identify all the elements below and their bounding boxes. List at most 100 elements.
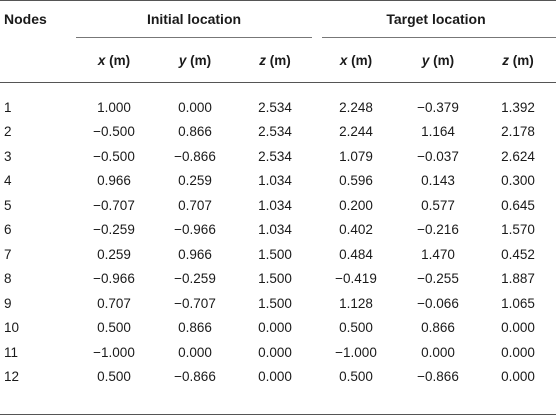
cell-initial-y: −0.866 — [174, 148, 216, 164]
cell-target-x: 0.402 — [339, 222, 373, 238]
table-row: 5 −0.707 0.707 1.034 0.200 0.577 0.645 — [0, 193, 556, 218]
cell-initial-z: 2.534 — [258, 99, 292, 115]
cell-initial-x: −0.966 — [93, 271, 135, 287]
unit-label: (m) — [509, 52, 534, 68]
cell-node: 11 — [4, 344, 19, 360]
var-label: x — [339, 52, 348, 68]
cell-target-z: 0.000 — [501, 320, 535, 336]
cell-target-y: −0.066 — [417, 295, 459, 311]
unit-label: (m) — [105, 52, 131, 68]
cell-initial-z: 1.500 — [258, 246, 292, 262]
cell-target-x: 2.248 — [339, 99, 373, 115]
cell-target-z: 0.300 — [501, 173, 535, 189]
cell-initial-y: 0.866 — [178, 320, 212, 336]
cell-node: 12 — [4, 369, 20, 385]
table-row: 9 0.707 −0.707 1.500 1.128 −0.066 1.065 — [0, 291, 556, 316]
cell-initial-z: 0.000 — [258, 344, 292, 360]
cell-initial-z: 0.000 — [258, 320, 292, 336]
cell-target-x: 0.500 — [339, 320, 373, 336]
cell-initial-z: 1.500 — [258, 295, 292, 311]
cell-initial-x: −0.500 — [93, 148, 135, 164]
cell-node: 8 — [4, 271, 12, 287]
cell-node: 5 — [4, 197, 12, 213]
cell-target-z: 2.178 — [501, 124, 535, 140]
sub-header-initial-y: y (m) — [156, 38, 234, 83]
table-row: 11 −1.000 0.000 0.000 −1.000 0.000 0.000 — [0, 340, 556, 365]
cell-target-z: 1.887 — [501, 271, 535, 287]
table-row: 7 0.259 0.966 1.500 0.484 1.470 0.452 — [0, 242, 556, 267]
cell-initial-z: 2.534 — [258, 148, 292, 164]
cell-initial-y: 0.966 — [178, 246, 212, 262]
cell-initial-x: 1.000 — [97, 99, 131, 115]
group-header-row: Nodes Initial location Target location — [0, 0, 556, 38]
cell-initial-x: 0.259 — [97, 246, 131, 262]
cell-target-x: 0.596 — [339, 173, 373, 189]
cell-node: 4 — [4, 173, 12, 189]
cell-target-y: −0.037 — [417, 148, 459, 164]
cell-node: 10 — [4, 320, 20, 336]
cell-initial-x: 0.500 — [97, 369, 131, 385]
cell-target-z: 2.624 — [501, 148, 535, 164]
table-bottom-rule — [0, 414, 556, 415]
cell-target-x: −1.000 — [335, 344, 377, 360]
cell-target-x: −0.419 — [335, 271, 377, 287]
cell-target-z: 1.065 — [501, 295, 535, 311]
cell-initial-x: −0.500 — [93, 124, 135, 140]
cell-initial-x: −0.707 — [93, 197, 135, 213]
cell-node: 7 — [4, 246, 12, 262]
nodes-header: Nodes — [4, 11, 47, 27]
table-row: 6 −0.259 −0.966 1.034 0.402 −0.216 1.570 — [0, 218, 556, 243]
table-row: 10 0.500 0.866 0.000 0.500 0.866 0.000 — [0, 316, 556, 341]
cell-initial-x: −0.259 — [93, 222, 135, 238]
table-row: 12 0.500 −0.866 0.000 0.500 −0.866 0.000 — [0, 365, 556, 390]
cell-initial-y: 0.707 — [178, 197, 212, 213]
cell-initial-z: 1.034 — [258, 197, 292, 213]
cell-node: 9 — [4, 295, 12, 311]
var-label: y — [421, 52, 430, 68]
cell-node: 3 — [4, 148, 12, 164]
table-row: 2 −0.500 0.866 2.534 2.244 1.164 2.178 — [0, 120, 556, 145]
cell-target-x: 0.200 — [339, 197, 373, 213]
var-label: y — [178, 52, 187, 68]
sub-header-initial-x: x (m) — [72, 38, 156, 83]
target-location-label: Target location — [386, 11, 486, 27]
unit-label: (m) — [429, 52, 455, 68]
var-label: z — [259, 52, 266, 68]
sub-header-row: x (m) y (m) z (m) x (m) y (m) z (m) — [0, 38, 556, 83]
node-location-table: Nodes Initial location Target location x… — [0, 0, 556, 390]
initial-location-label: Initial location — [146, 11, 242, 27]
unit-label: (m) — [186, 52, 212, 68]
cell-target-x: 2.244 — [339, 124, 373, 140]
cell-target-z: 0.645 — [501, 197, 535, 213]
cell-target-y: −0.255 — [417, 271, 459, 287]
initial-location-rule — [76, 37, 312, 38]
target-location-rule — [322, 37, 556, 38]
cell-initial-x: 0.500 — [97, 320, 131, 336]
cell-node: 2 — [4, 124, 12, 140]
sub-header-target-y: y (m) — [396, 38, 480, 83]
cell-target-z: 1.392 — [501, 99, 535, 115]
cell-target-z: 1.570 — [501, 222, 535, 238]
cell-target-y: 0.143 — [421, 173, 455, 189]
cell-target-y: 0.866 — [421, 320, 455, 336]
unit-label: (m) — [347, 52, 373, 68]
cell-target-y: −0.866 — [417, 369, 459, 385]
cell-node: 1 — [4, 99, 12, 115]
cell-initial-y: −0.866 — [174, 369, 216, 385]
cell-target-z: 0.000 — [501, 369, 535, 385]
table-body: 1 1.000 0.000 2.534 2.248 −0.379 1.392 2 −0.500 0… — [0, 83, 556, 390]
table-row: 1 1.000 0.000 2.534 2.248 −0.379 1.392 — [0, 83, 556, 120]
cell-initial-z: 2.534 — [258, 124, 292, 140]
sub-header-target-x: x (m) — [316, 38, 396, 83]
cell-node: 6 — [4, 222, 12, 238]
cell-initial-y: 0.259 — [178, 173, 212, 189]
unit-label: (m) — [266, 52, 291, 68]
sub-header-blank — [0, 38, 72, 83]
initial-location-header: Initial location — [72, 0, 316, 38]
var-label: z — [502, 52, 509, 68]
cell-initial-y: −0.707 — [174, 295, 216, 311]
sub-header-initial-z: z (m) — [234, 38, 316, 83]
cell-initial-y: 0.866 — [178, 124, 212, 140]
table-row: 8 −0.966 −0.259 1.500 −0.419 −0.255 1.887 — [0, 267, 556, 292]
